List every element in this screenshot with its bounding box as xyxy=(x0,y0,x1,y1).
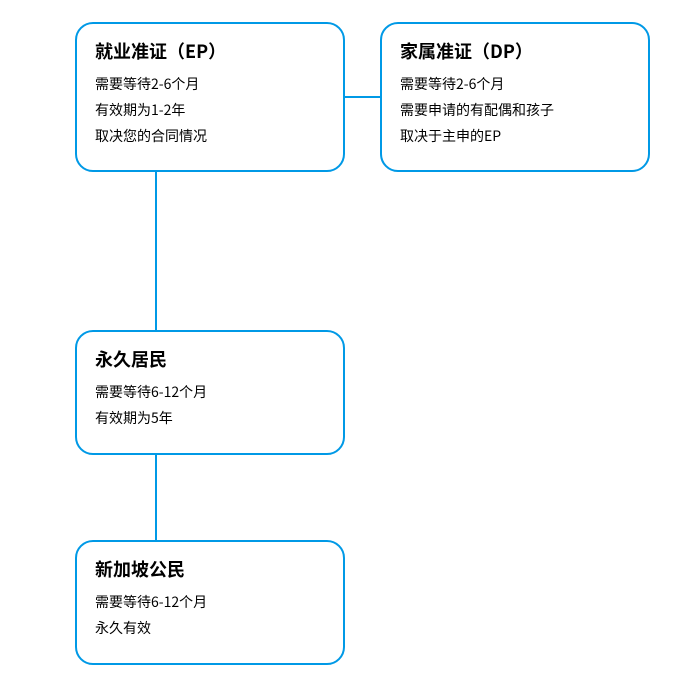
node-line: 需要等待6-12个月 xyxy=(95,592,325,612)
flowchart-canvas: 就业准证（EP）需要等待2-6个月有效期为1-2年取决您的合同情况家属准证（DP… xyxy=(0,0,689,697)
node-line: 需要等待6-12个月 xyxy=(95,382,325,402)
node-title: 新加坡公民 xyxy=(95,556,325,582)
node-line: 取决您的合同情况 xyxy=(95,126,325,146)
node-line: 永久有效 xyxy=(95,618,325,638)
node-line: 需要申请的有配偶和孩子 xyxy=(400,100,630,120)
edge-ep-pr xyxy=(155,172,157,330)
node-line: 需要等待2-6个月 xyxy=(400,74,630,94)
node-line: 取决于主申的EP xyxy=(400,126,630,146)
node-ep: 就业准证（EP） 需要等待2-6个月有效期为1-2年取决您的合同情况 xyxy=(75,22,345,172)
node-line: 有效期为1-2年 xyxy=(95,100,325,120)
node-dp: 家属准证（DP） 需要等待2-6个月需要申请的有配偶和孩子取决于主申的EP xyxy=(380,22,650,172)
node-line: 需要等待2-6个月 xyxy=(95,74,325,94)
node-pr: 永久居民需要等待6-12个月有效期为5年 xyxy=(75,330,345,455)
node-title: 永久居民 xyxy=(95,346,325,372)
node-line: 有效期为5年 xyxy=(95,408,325,428)
node-citizen: 新加坡公民需要等待6-12个月永久有效 xyxy=(75,540,345,665)
node-title: 就业准证（EP） xyxy=(95,38,325,64)
edge-pr-citizen xyxy=(155,455,157,540)
node-title: 家属准证（DP） xyxy=(400,38,630,64)
edge-ep-dp xyxy=(345,96,380,98)
